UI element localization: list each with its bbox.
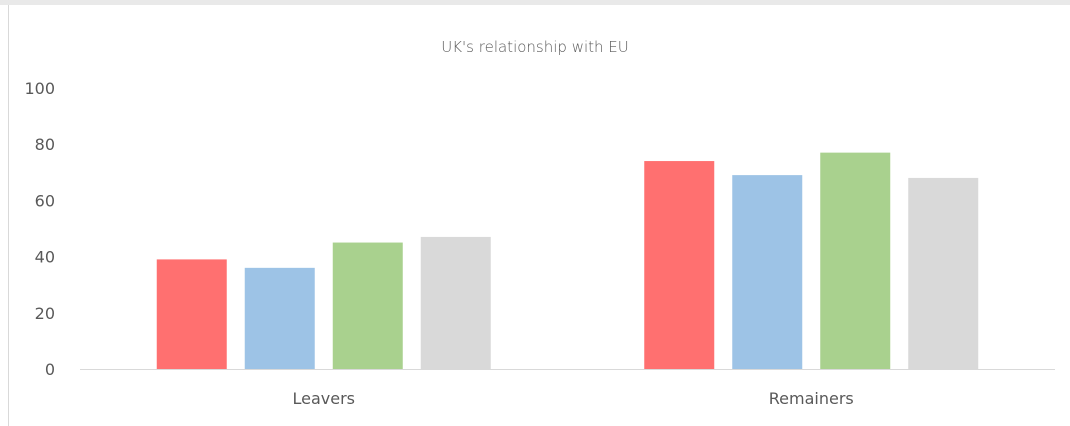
- bar-remainers-4: [908, 177, 979, 369]
- chart-area: [8, 5, 1070, 426]
- bars: [156, 152, 979, 369]
- bar-remainers-2: [732, 175, 803, 369]
- top-strip: [0, 0, 1070, 5]
- y-axis-ticks: 0 20 40 60 80 100: [24, 79, 55, 379]
- y-tick-label: 0: [45, 360, 55, 379]
- bar-leavers-3: [332, 242, 403, 369]
- y-tick-label: 100: [24, 79, 55, 98]
- bar-remainers-1: [644, 161, 715, 369]
- bar-leavers-2: [244, 267, 315, 369]
- y-tick-label: 40: [35, 248, 55, 267]
- chart-title: UK's relationship with EU: [441, 38, 629, 56]
- x-tick-label: Leavers: [292, 389, 355, 408]
- bar-leavers-4: [420, 236, 491, 369]
- x-axis-ticks: Leavers Remainers: [292, 389, 853, 408]
- bar-leavers-1: [156, 259, 227, 369]
- y-tick-label: 80: [35, 135, 55, 154]
- y-tick-label: 20: [35, 304, 55, 323]
- x-tick-label: Remainers: [769, 389, 854, 408]
- bar-remainers-3: [820, 152, 891, 369]
- y-tick-label: 60: [35, 191, 55, 210]
